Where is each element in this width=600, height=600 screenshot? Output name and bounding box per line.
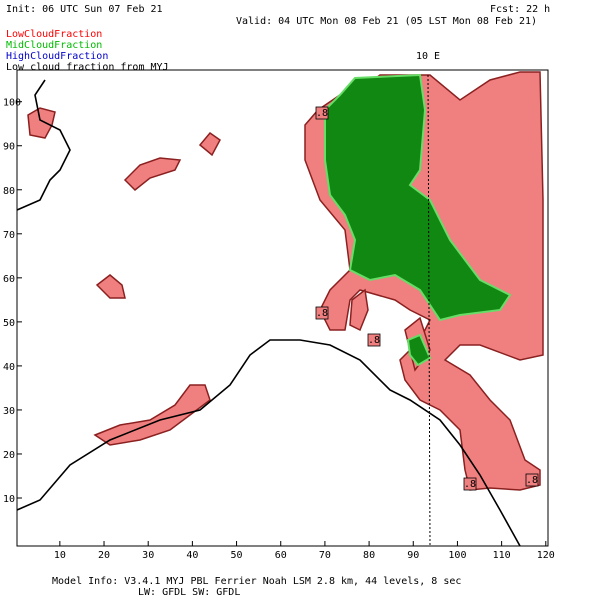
legend-entry: Low cloud fraction from MYJ xyxy=(6,62,169,73)
x-tick-label: 70 xyxy=(319,550,331,561)
x-tick-label: 10 xyxy=(54,550,66,561)
legend-entry: LowCloudFraction xyxy=(6,29,102,40)
y-tick-label: 100 xyxy=(3,98,21,109)
init-time: Init: 06 UTC Sun 07 Feb 21 xyxy=(6,4,163,15)
contour-label: .8 xyxy=(316,108,328,119)
meridian-line xyxy=(427,74,431,547)
mid-cloud-region xyxy=(324,73,512,322)
y-tick-label: 60 xyxy=(3,274,15,285)
x-tick-label: 50 xyxy=(231,550,243,561)
x-tick-label: 100 xyxy=(448,550,466,561)
contour-label-box xyxy=(315,106,329,120)
contour-label: .8 xyxy=(464,479,476,490)
contour-label-box xyxy=(525,473,539,487)
x-tick-label: 30 xyxy=(142,550,154,561)
y-tick-label: 80 xyxy=(3,186,15,197)
valid-time: Valid: 04 UTC Mon 08 Feb 21 (05 LST Mon … xyxy=(236,16,537,27)
contour-label-box xyxy=(367,333,381,347)
coastline xyxy=(16,79,71,211)
meridian-label: 10 E xyxy=(416,51,440,62)
y-tick-label: 90 xyxy=(3,142,15,153)
contour-label: .8 xyxy=(368,335,380,346)
contour-label: .8 xyxy=(526,475,538,486)
coastline xyxy=(16,339,521,547)
footer-line: Model Info: V3.4.1 MYJ PBL Ferrier Noah … xyxy=(52,576,461,587)
x-tick-label: 120 xyxy=(537,550,555,561)
legend-entry: HighCloudFraction xyxy=(6,51,108,62)
x-tick-label: 20 xyxy=(98,550,110,561)
footer-line: LW: GFDL SW: GFDL xyxy=(138,587,240,598)
x-tick-label: 80 xyxy=(363,550,375,561)
y-tick-label: 70 xyxy=(3,230,15,241)
y-tick-label: 50 xyxy=(3,318,15,329)
forecast-hour: Fcst: 22 h xyxy=(490,4,550,15)
x-tick-label: 90 xyxy=(407,550,419,561)
legend-entry: MidCloudFraction xyxy=(6,40,102,51)
contour-label: .8 xyxy=(316,308,328,319)
x-tick-label: 60 xyxy=(275,550,287,561)
y-tick-label: 10 xyxy=(3,494,15,505)
y-tick-label: 40 xyxy=(3,362,15,373)
contour-label-box xyxy=(315,306,329,320)
x-tick-label: 40 xyxy=(186,550,198,561)
x-tick-label: 110 xyxy=(493,550,511,561)
mid-cloud-region xyxy=(406,333,432,367)
contour-label-box xyxy=(463,477,477,491)
y-tick-label: 20 xyxy=(3,450,15,461)
y-tick-label: 30 xyxy=(3,406,15,417)
